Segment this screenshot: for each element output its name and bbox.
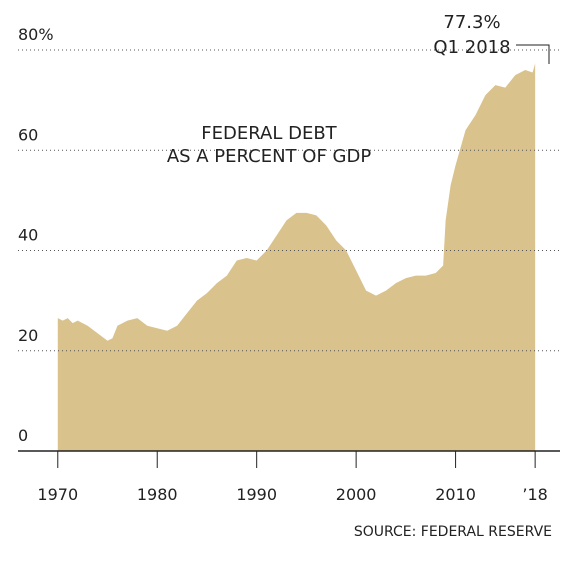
annotation-date: Q1 2018 — [433, 37, 510, 58]
area — [57, 63, 536, 451]
y-tick-label: 80% — [18, 25, 54, 44]
x-tick-label: 2010 — [435, 485, 476, 504]
chart-title-line: AS A PERCENT OF GDP — [167, 146, 372, 167]
y-tick-label: 0 — [18, 426, 28, 445]
y-tick-label: 20 — [18, 326, 38, 345]
x-tick-label: 1970 — [37, 485, 78, 504]
x-tick-label: 2000 — [336, 485, 377, 504]
annotation-value: 77.3% — [443, 12, 500, 33]
x-tick-label: ’18 — [522, 485, 547, 504]
x-tick-label: 1980 — [137, 485, 178, 504]
annotation-bracket — [516, 44, 550, 64]
source: SOURCE: FEDERAL RESERVE — [354, 524, 552, 540]
y-tick-label: 60 — [18, 125, 38, 144]
chart-title-line: FEDERAL DEBT — [201, 123, 337, 144]
y-tick-label: 40 — [18, 226, 38, 245]
x-tick-label: 1990 — [236, 485, 277, 504]
